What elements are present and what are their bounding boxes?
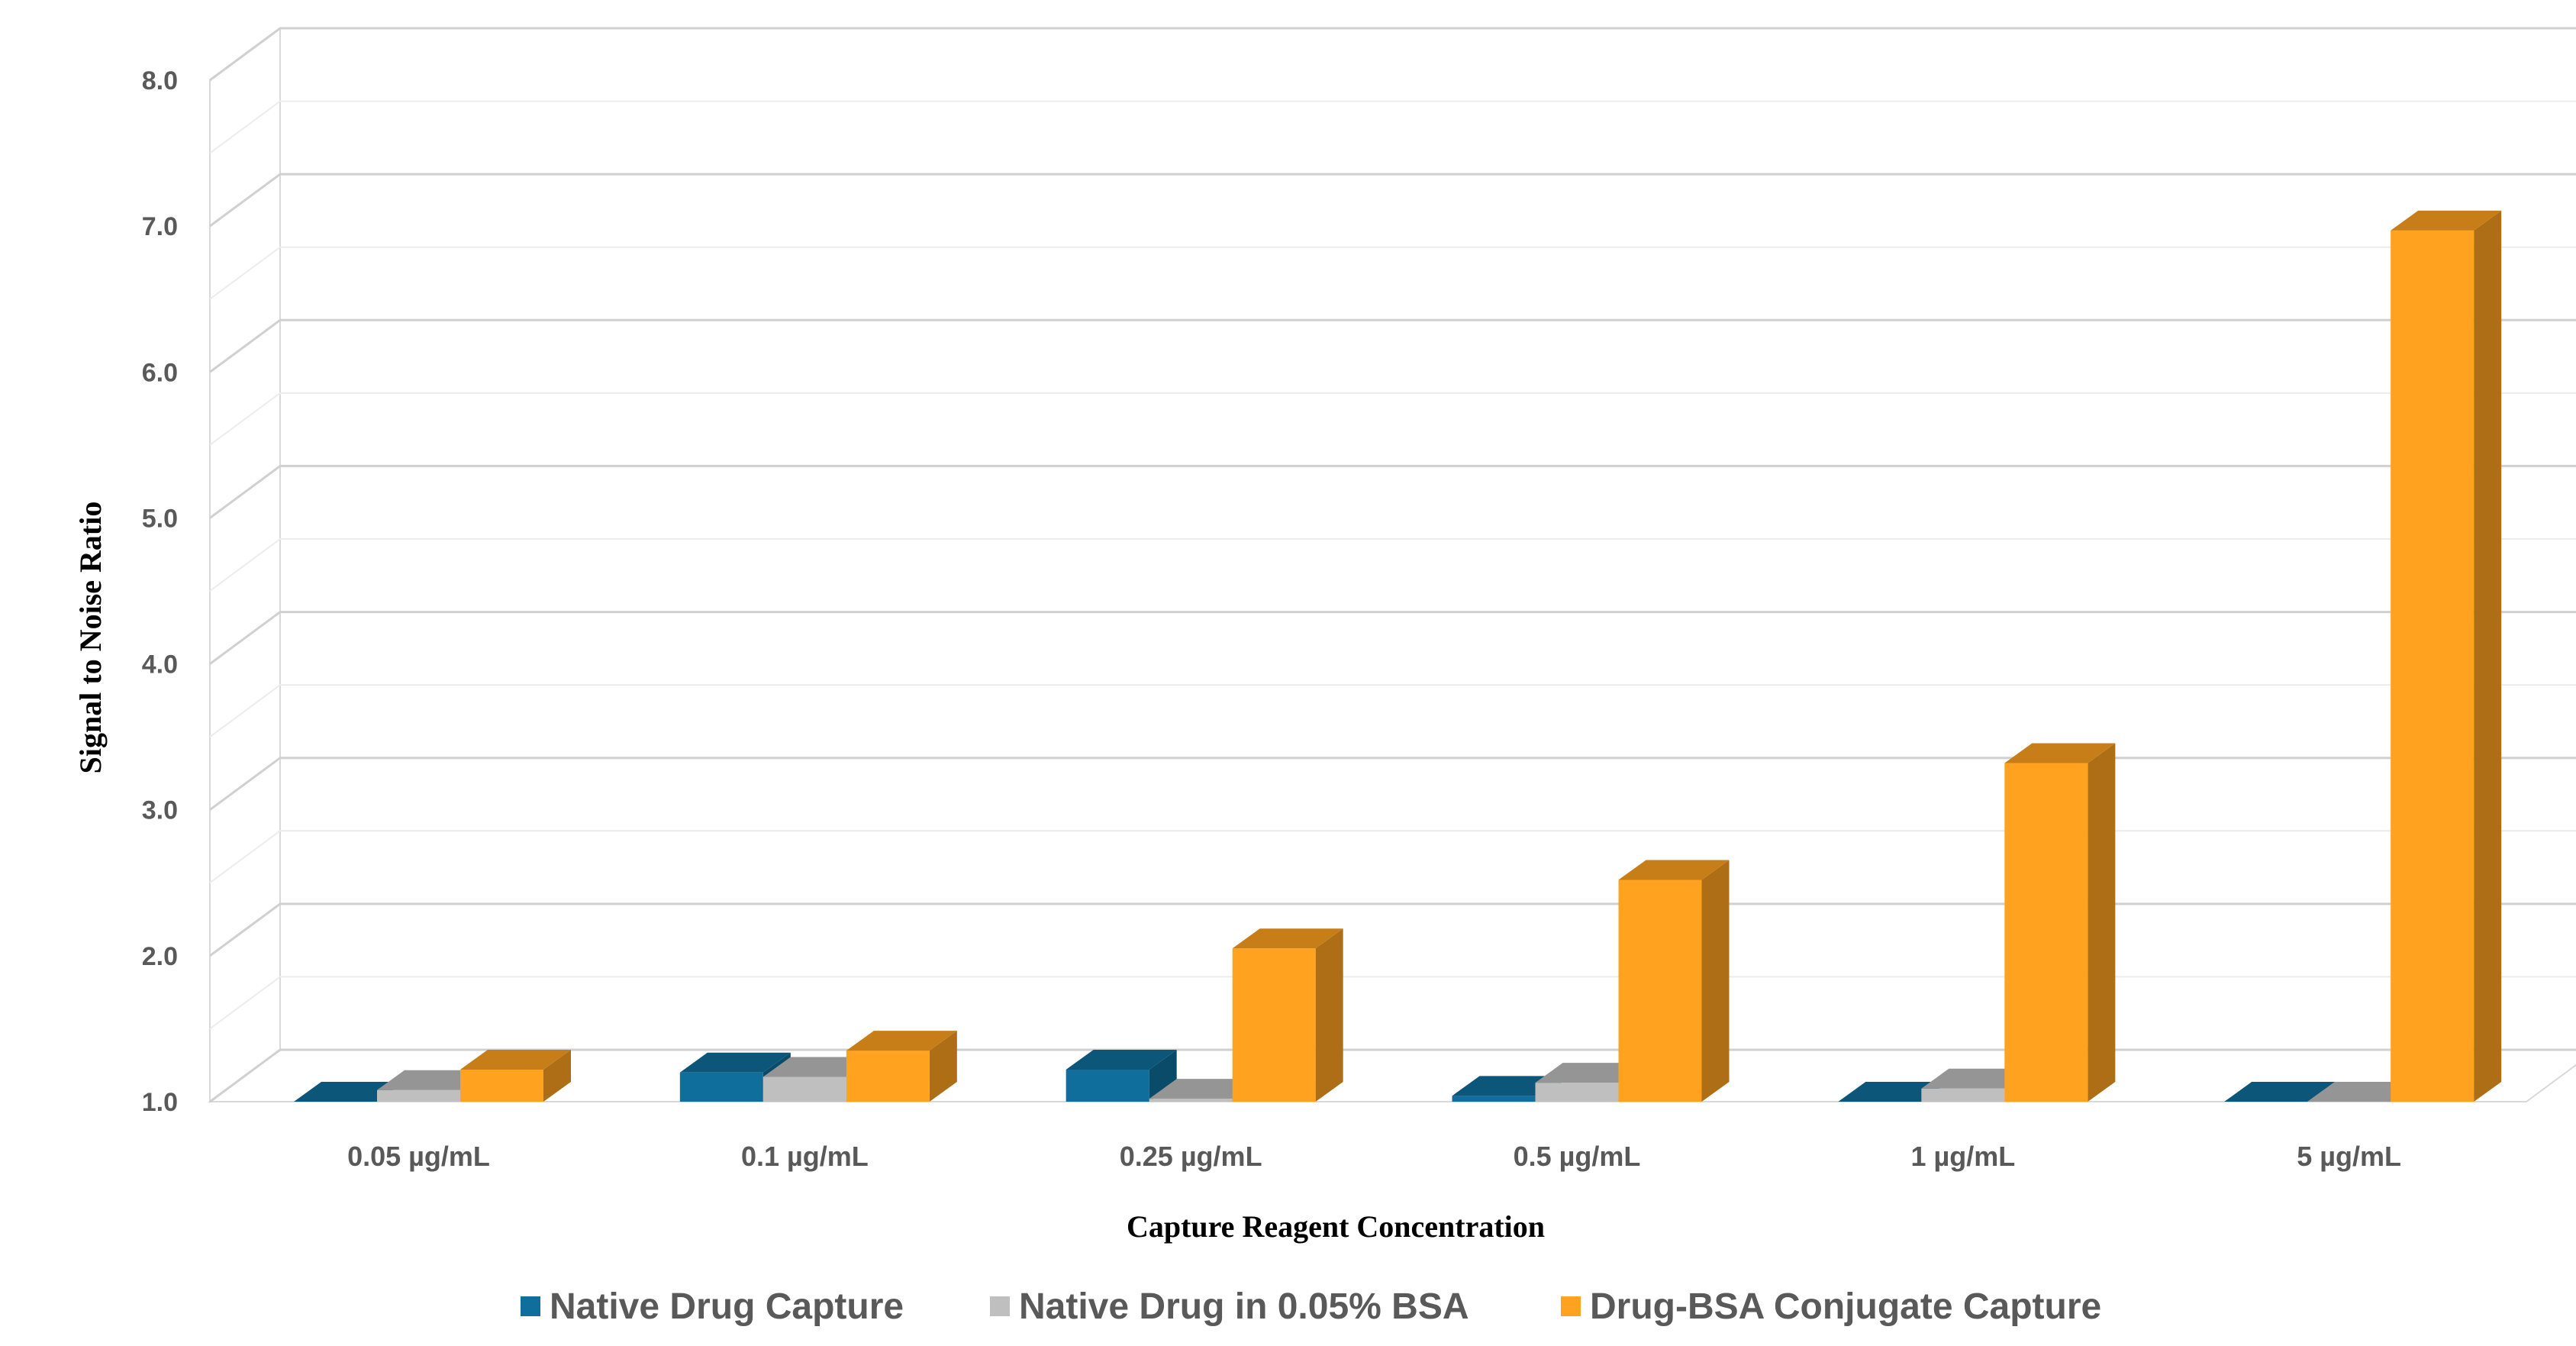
legend-item: Drug-BSA Conjugate Capture bbox=[1561, 1286, 2101, 1327]
bar-top bbox=[2307, 1082, 2419, 1102]
bar-front bbox=[1618, 880, 1702, 1102]
bar-front bbox=[460, 1069, 543, 1102]
legend-item: Native Drug in 0.05% BSA bbox=[990, 1286, 1469, 1327]
legend-swatch bbox=[521, 1296, 540, 1316]
bar-side bbox=[1701, 860, 1730, 1102]
gridlines bbox=[209, 27, 2576, 1103]
bar-side bbox=[1315, 928, 1343, 1102]
bar-side bbox=[1149, 1049, 1177, 1102]
x-tick-label: 1 µg/mL bbox=[1910, 1141, 2015, 1172]
bar-top bbox=[294, 1082, 405, 1102]
chart-walls bbox=[207, 27, 2576, 1103]
major-gridline bbox=[209, 757, 2576, 811]
bar-front bbox=[1149, 1099, 1233, 1102]
bars bbox=[294, 210, 2502, 1102]
major-gridline bbox=[209, 1048, 2576, 1103]
bar-top bbox=[679, 1052, 791, 1073]
bar bbox=[2004, 743, 2116, 1102]
bar-front bbox=[1452, 1096, 1536, 1102]
minor-gridline bbox=[209, 684, 2576, 738]
minor-gridline bbox=[209, 538, 2576, 592]
bar bbox=[1838, 1082, 1949, 1102]
bar-front bbox=[762, 1076, 846, 1102]
bar-front bbox=[679, 1072, 763, 1102]
minor-gridline bbox=[209, 246, 2576, 300]
bar-front bbox=[377, 1089, 460, 1102]
bar-top bbox=[1838, 1082, 1949, 1102]
x-tick-label: 5 µg/mL bbox=[2297, 1141, 2401, 1172]
minor-gridline bbox=[209, 830, 2576, 884]
bar bbox=[2307, 1082, 2419, 1102]
bar-side bbox=[2474, 210, 2502, 1102]
bar-top bbox=[1149, 1079, 1260, 1099]
bar bbox=[2391, 210, 2502, 1102]
legend-swatch bbox=[990, 1296, 1010, 1316]
x-axis-ticks: 0.05 µg/mL 0.1 µg/mL 0.25 µg/mL 0.5 µg/mL 1 … bbox=[347, 1141, 2401, 1172]
bar-front bbox=[2391, 230, 2474, 1102]
bar-top bbox=[846, 1031, 957, 1051]
bar-front bbox=[2004, 763, 2088, 1102]
bar-top bbox=[762, 1057, 874, 1077]
y-axis-title: Signal to Noise Ratio bbox=[73, 502, 108, 774]
major-gridline bbox=[209, 27, 2576, 82]
y-tick-label: 5.0 bbox=[142, 504, 178, 533]
legend-label: Drug-BSA Conjugate Capture bbox=[1590, 1286, 2101, 1327]
bar bbox=[294, 1082, 405, 1102]
x-tick-label: 0.5 µg/mL bbox=[1514, 1141, 1641, 1172]
x-tick-label: 0.25 µg/mL bbox=[1120, 1141, 1262, 1172]
major-gridline bbox=[209, 611, 2576, 665]
bar-top bbox=[1066, 1049, 1177, 1070]
bar-top bbox=[1452, 1076, 1563, 1096]
bar-front bbox=[846, 1051, 930, 1102]
bar-front bbox=[1066, 1069, 1149, 1102]
legend-swatch bbox=[1561, 1296, 1581, 1316]
minor-gridline bbox=[209, 976, 2576, 1030]
major-gridline bbox=[209, 173, 2576, 228]
bar-top bbox=[1232, 928, 1343, 949]
y-tick-label: 6.0 bbox=[142, 358, 178, 387]
y-tick-label: 3.0 bbox=[142, 796, 178, 825]
bar-top bbox=[2391, 210, 2502, 231]
bar bbox=[846, 1031, 957, 1102]
bar-top bbox=[377, 1070, 488, 1090]
minor-gridline bbox=[209, 100, 2576, 154]
bar-front bbox=[1232, 948, 1316, 1102]
major-gridline bbox=[209, 902, 2576, 957]
bar bbox=[1232, 928, 1343, 1102]
y-tick-label: 2.0 bbox=[142, 942, 178, 971]
legend-label: Native Drug in 0.05% BSA bbox=[1019, 1286, 1469, 1327]
legend: Native Drug Capture Native Drug in 0.05% … bbox=[521, 1286, 2101, 1327]
bar-top bbox=[1535, 1063, 1646, 1083]
bar-side bbox=[929, 1031, 957, 1102]
y-tick-label: 4.0 bbox=[142, 650, 178, 679]
y-tick-label: 7.0 bbox=[142, 212, 178, 241]
bar bbox=[2224, 1082, 2336, 1102]
bar bbox=[1618, 860, 1730, 1102]
bar-top bbox=[2224, 1082, 2336, 1102]
major-gridline bbox=[209, 318, 2576, 373]
x-tick-label: 0.05 µg/mL bbox=[347, 1141, 490, 1172]
x-tick-label: 0.1 µg/mL bbox=[741, 1141, 869, 1172]
y-tick-label: 1.0 bbox=[142, 1088, 178, 1117]
y-axis-ticks: 1.0 2.0 3.0 4.0 5.0 6.0 7.0 8.0 bbox=[142, 66, 178, 1117]
bar-top bbox=[1921, 1068, 2033, 1089]
bar-top bbox=[2004, 743, 2116, 763]
bar bbox=[460, 1049, 571, 1102]
bar-top bbox=[1618, 860, 1730, 880]
bar-side bbox=[2088, 743, 2116, 1102]
major-gridline bbox=[209, 464, 2576, 519]
minor-gridline bbox=[209, 392, 2576, 446]
bar-side bbox=[543, 1049, 571, 1102]
bar-top bbox=[460, 1049, 571, 1070]
legend-item: Native Drug Capture bbox=[521, 1286, 904, 1327]
bar bbox=[1066, 1049, 1177, 1102]
bar-front bbox=[1535, 1083, 1619, 1102]
bar-front bbox=[1921, 1088, 2005, 1102]
legend-label: Native Drug Capture bbox=[550, 1286, 904, 1327]
y-tick-label: 8.0 bbox=[142, 66, 178, 95]
x-axis-title: Capture Reagent Concentration bbox=[1127, 1209, 1545, 1244]
